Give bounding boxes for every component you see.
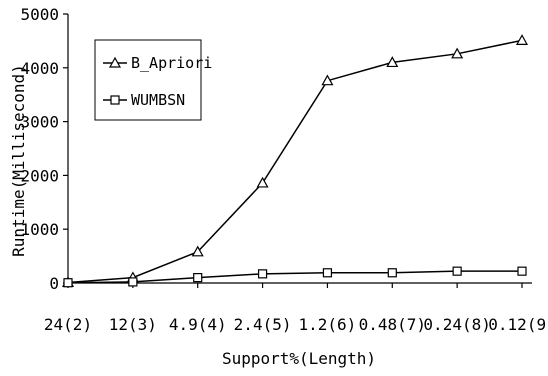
y-tick-label: 4000 <box>20 59 59 78</box>
legend-label: WUMBSN <box>131 91 185 109</box>
legend-box <box>94 39 202 121</box>
y-tick-label: 2000 <box>20 166 59 185</box>
x-tick-label: 1.2(6) <box>299 315 357 334</box>
triangle-marker-icon <box>108 56 122 68</box>
x-tick-label: 12(3) <box>109 315 157 334</box>
data-point <box>322 268 333 278</box>
data-point <box>191 245 204 257</box>
x-axis-ticks: 24(2) 12(3) 4.9(4) 2.4(5) 1.2(6) 0.48(7)0.24(… <box>44 283 548 334</box>
y-tick-label: 5000 <box>20 5 59 24</box>
y-tick-label: 0 <box>49 274 59 293</box>
series-line <box>67 39 523 284</box>
y-axis-title: Runtime(Millisecond) <box>9 64 28 257</box>
data-point <box>193 273 203 283</box>
data-point <box>517 266 527 276</box>
series-wumbsn <box>63 266 527 288</box>
legend-item: B_Apriori <box>103 54 212 72</box>
data-point <box>452 266 462 276</box>
series-layer <box>61 34 529 288</box>
x-tick-label: 0.48(7) <box>359 315 426 334</box>
axes <box>67 14 532 284</box>
y-tick-label: 3000 <box>20 113 59 132</box>
y-axis-ticks: 0 1000 2000 3000 4000 5000 <box>20 5 68 293</box>
data-point <box>387 268 397 278</box>
x-tick-label: 2.4(5) <box>234 315 292 334</box>
x-tick-label: 4.9(4) <box>169 315 227 334</box>
data-point <box>321 74 334 86</box>
data-point <box>63 278 73 288</box>
x-tick-label: 24(2) <box>44 315 92 334</box>
data-point <box>451 47 464 59</box>
data-point <box>386 56 399 68</box>
legend-item: WUMBSN <box>103 91 185 109</box>
data-point <box>256 176 269 188</box>
series-line <box>67 270 522 284</box>
data-point <box>128 277 138 287</box>
data-point <box>257 269 268 279</box>
x-tick-label: 0.12(9) <box>488 315 548 334</box>
legend-label: B_Apriori <box>131 54 212 72</box>
legend: B_Apriori WUMBSN <box>94 39 212 121</box>
square-marker-icon <box>110 95 120 105</box>
data-point <box>515 34 529 45</box>
x-axis-title: Support%(Length) <box>222 349 376 368</box>
legend-items: B_Apriori WUMBSN <box>103 54 212 109</box>
y-tick-label: 1000 <box>20 220 59 239</box>
x-tick-label: 0.24(8) <box>423 315 490 334</box>
